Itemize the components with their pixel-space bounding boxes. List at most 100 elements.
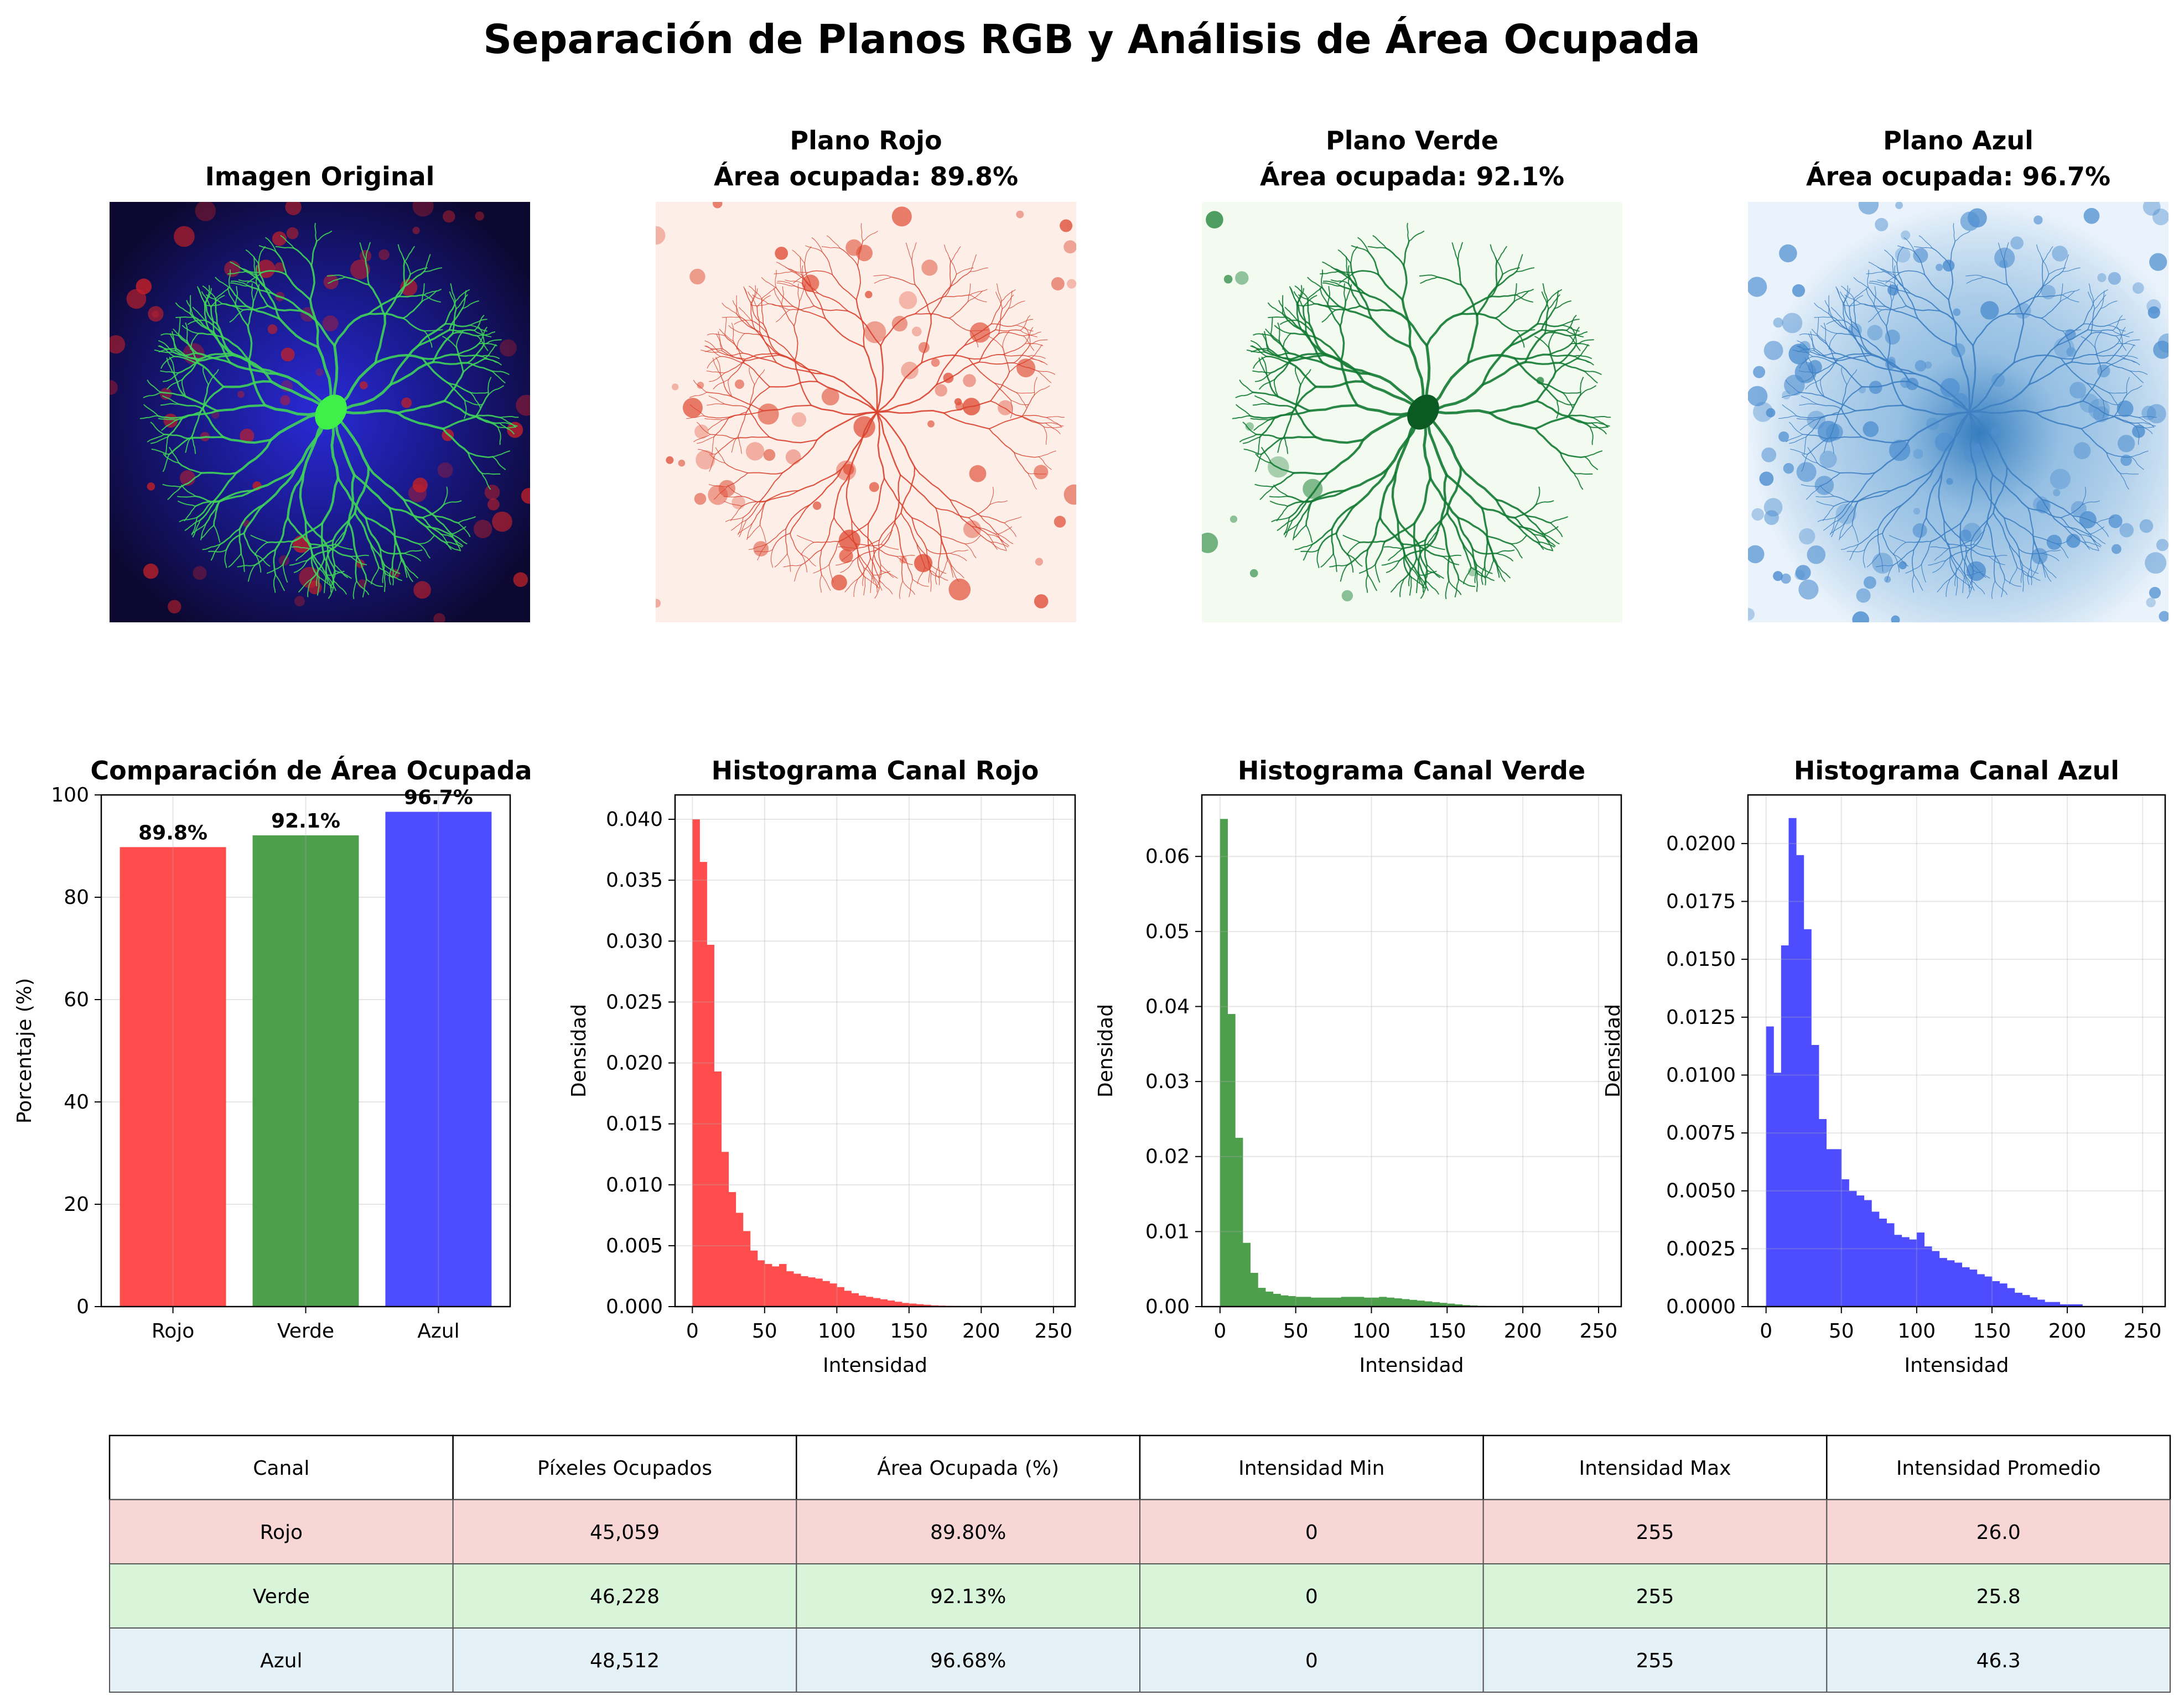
cell-spot	[1891, 615, 1900, 622]
histogram-bar	[1431, 1302, 1440, 1307]
dendrite-path	[857, 241, 864, 266]
dendrite-path	[1948, 299, 1957, 348]
dendrite-path	[1016, 392, 1035, 394]
dendrite-path	[147, 379, 162, 393]
dendrite-path	[2081, 428, 2108, 454]
dendrite-path	[1488, 399, 1538, 414]
dendrite-path	[1308, 404, 1359, 412]
panel-title-red-line1: Plano Rojo	[790, 126, 942, 155]
dendrite-path	[2006, 466, 2043, 501]
dendrite-path	[1458, 579, 1476, 587]
dendrite-path	[1867, 269, 1869, 288]
dendrite-path	[1486, 535, 1495, 561]
y-tick-label: 100	[51, 784, 89, 807]
dendrite-path	[1462, 543, 1472, 569]
dendrite-path	[1864, 533, 1883, 550]
dendrite-path	[1806, 417, 1822, 438]
dendrite-path	[1420, 580, 1427, 599]
dendrite-path	[1249, 415, 1277, 419]
dendrite-path	[370, 543, 380, 569]
dendrite-path	[1567, 394, 1581, 418]
dendrite-path	[744, 332, 770, 338]
dendrite-path	[2071, 361, 2107, 365]
histogram-bar	[1273, 1293, 1281, 1307]
x-tick-label: 50	[1283, 1320, 1309, 1343]
dendrite-path	[2057, 535, 2073, 544]
dendrite-path	[255, 265, 258, 284]
dendrite-path	[1559, 343, 1578, 364]
dendrite-path	[792, 249, 805, 264]
dendrite-path	[1457, 517, 1474, 550]
dendrite-path	[1429, 477, 1460, 519]
dendrite-path	[1548, 342, 1573, 356]
dendrite-path	[185, 323, 188, 342]
x-tick-label: 200	[2048, 1320, 2087, 1343]
dendrite-path	[971, 526, 992, 543]
dendrite-path	[1968, 411, 1978, 480]
dendrite-path	[1964, 571, 1983, 576]
dendrite-path	[1973, 570, 1990, 579]
dendrite-path	[1296, 288, 1305, 306]
dendrite-path	[872, 574, 878, 592]
dendrite-path	[423, 267, 443, 272]
dendrite-path	[813, 305, 849, 312]
dendrite-path	[776, 287, 794, 307]
dendrite-path	[333, 580, 347, 595]
dendrite-path	[1811, 351, 1836, 356]
dendrite-path	[396, 412, 444, 430]
y-axis-label: Densidad	[568, 1004, 590, 1098]
dendrite-path	[738, 435, 742, 454]
dendrite-path	[1894, 283, 1907, 306]
dendrite-path	[1914, 251, 1926, 275]
dendrite-path	[1559, 451, 1575, 475]
dendrite-path	[809, 468, 842, 506]
dendrite-path	[1284, 306, 1298, 321]
dendrite-path	[2022, 286, 2043, 316]
cell-spot	[2143, 202, 2161, 216]
dendrite-path	[1542, 283, 1548, 302]
dendrite-path	[1426, 570, 1444, 579]
dendrite-path	[1239, 379, 1254, 393]
y-tick-label: 0.010	[606, 1174, 663, 1197]
histogram-bar	[1386, 1297, 1395, 1307]
cell-spot	[694, 493, 707, 505]
cell-spot	[1895, 247, 1911, 263]
dendrite-path	[1324, 353, 1371, 375]
dendrite-path	[783, 564, 802, 568]
dendrite-path	[150, 436, 169, 444]
dendrite-path	[1835, 500, 1854, 518]
dendrite-path	[811, 237, 823, 253]
histogram-bar	[728, 1192, 736, 1307]
dendrite-path	[2089, 533, 2106, 544]
table-cell	[452, 1563, 797, 1629]
dendrite-path	[1949, 557, 1964, 580]
dendrite-path	[1840, 544, 1859, 550]
dendrite-path	[2062, 294, 2079, 303]
dendrite-path	[879, 512, 902, 541]
y-tick-label: 0.05	[1145, 920, 1190, 943]
dendrite-path	[1261, 356, 1268, 375]
dendrite-path	[393, 559, 402, 578]
dendrite-path	[950, 553, 967, 561]
dendrite-path	[1034, 385, 1050, 396]
histogram-bar	[844, 1291, 852, 1307]
dendrite-path	[711, 436, 714, 455]
dendrite-path	[1273, 379, 1279, 398]
histogram-bar	[1341, 1297, 1349, 1307]
dendrite-path	[855, 299, 865, 348]
dendrite-path	[245, 249, 259, 264]
histogram-bar	[851, 1293, 859, 1307]
table-cell	[1826, 1499, 2171, 1564]
dendrite-path	[162, 454, 170, 472]
dendrite-path	[1024, 326, 1031, 345]
dendrite-path	[1034, 377, 1037, 396]
dendrite-path	[191, 411, 201, 437]
histogram-bar	[721, 1152, 729, 1307]
dendrite-path	[1332, 553, 1337, 573]
dendrite-path	[1964, 574, 1970, 592]
cell-spot	[732, 496, 745, 509]
dendrite-path	[1592, 416, 1611, 418]
dendrite-path	[1843, 305, 1848, 330]
dendrite-path	[1998, 242, 2005, 261]
cell-spot	[1889, 439, 1911, 461]
